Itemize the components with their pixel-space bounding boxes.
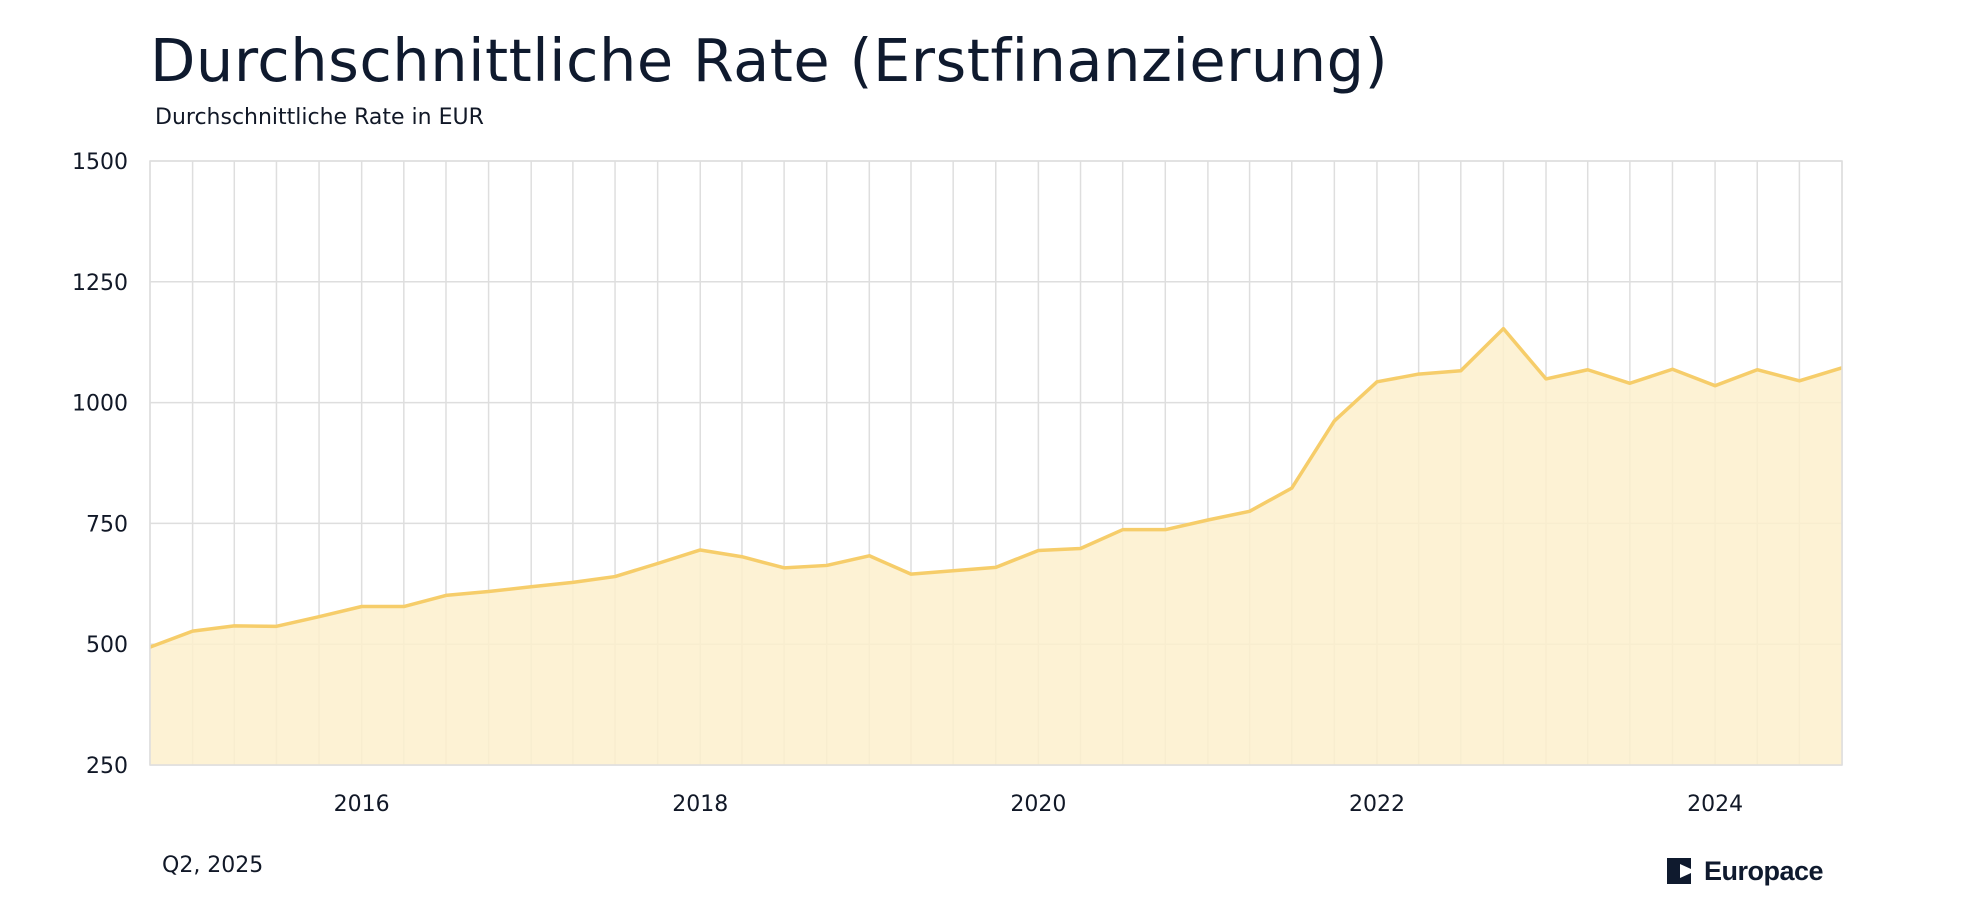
axis-labels-layer: 250 500 750 1000 1250 1500 2016 2018 2020 2022 202… [72,150,1743,817]
chart-title: Durchschnittliche Rate (Erstfinanzierung… [150,26,1389,95]
x-tick-label: 2018 [672,792,728,817]
plot-frame [149,160,1843,766]
europace-logo-icon [1667,858,1691,884]
x-tick-label: 2020 [1010,792,1066,817]
y-tick-label: 1250 [72,271,128,296]
x-tick-label: 2016 [334,792,390,817]
brand-name: Europace [1704,855,1824,886]
area-layer [149,326,1843,765]
brand-logo[interactable]: Europace [1667,855,1824,886]
footer-period: Q2, 2025 [162,853,264,878]
chart-subtitle: Durchschnittliche Rate in EUR [155,105,484,130]
y-tick-label: 500 [86,633,128,658]
y-tick-label: 250 [86,754,128,779]
plot-frame-layer [149,160,1843,766]
y-tick-label: 1500 [72,150,128,175]
area-chart: 250 500 750 1000 1250 1500 2016 2018 2020 2022 202… [72,150,1843,817]
area-fill [150,328,1842,765]
x-tick-label: 2022 [1349,792,1405,817]
y-tick-label: 750 [86,512,128,537]
x-tick-label: 2024 [1687,792,1743,817]
y-tick-label: 1000 [72,392,128,417]
series-line [149,326,1843,649]
